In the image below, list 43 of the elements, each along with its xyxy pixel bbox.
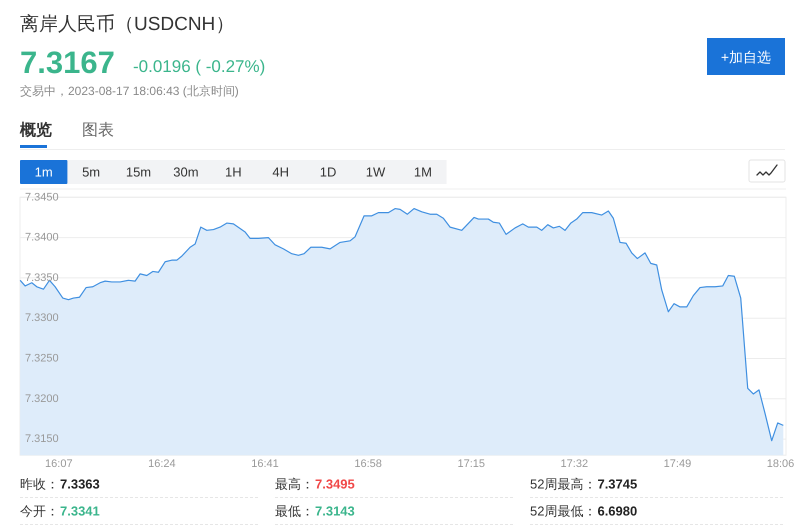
text: 4H: [272, 164, 290, 180]
text: 7.3363: [60, 476, 100, 492]
x-tick-label: 16:07: [45, 458, 73, 470]
text: +加自选: [720, 49, 772, 65]
text: 昨收：: [20, 476, 59, 492]
text: 1M: [414, 164, 432, 180]
x-tick-label: 17:15: [457, 458, 485, 470]
x-tick-label: 17:49: [664, 458, 692, 470]
chart-title: 离岸人民币（USDCNH）: [20, 13, 234, 35]
y-tick-label: 7.3200: [25, 392, 59, 405]
text: 今开：: [20, 504, 59, 518]
y-tick-label: 7.3150: [25, 433, 59, 446]
text: 15m: [126, 164, 152, 180]
text: 52周最高：: [530, 476, 596, 492]
y-tick-label: 7.3400: [25, 232, 59, 244]
text: 7.3341: [60, 504, 100, 518]
text: 7.3143: [315, 504, 355, 518]
text: 7.3495: [315, 476, 355, 492]
text: 7.3745: [597, 476, 638, 492]
text: -0.0196 ( -0.27%): [133, 57, 266, 76]
text: 1H: [224, 164, 242, 180]
x-tick-label: 16:24: [148, 458, 176, 470]
text: 30m: [173, 164, 199, 180]
x-tick-label: 16:41: [251, 458, 279, 470]
y-tick-label: 7.3450: [25, 191, 59, 204]
text: 52周最低：: [530, 504, 596, 518]
x-tick-label: 18:06: [766, 458, 794, 470]
x-tick-label: 17:32: [560, 458, 588, 470]
text: 图表: [82, 121, 114, 139]
text: 7.3167: [20, 45, 115, 80]
text: 6.6980: [597, 504, 638, 518]
text: 交易中，2023-08-17 18:06:43 (北京时间): [20, 84, 239, 98]
x-tick-label: 16:58: [354, 458, 382, 470]
text: 概览: [19, 121, 52, 139]
text: 1m: [34, 164, 53, 180]
text: 1D: [320, 164, 336, 180]
text: 5m: [82, 164, 100, 180]
text: 1W: [366, 164, 386, 180]
text: 最高：: [275, 476, 314, 492]
y-tick-label: 7.3350: [25, 272, 59, 284]
y-tick-label: 7.3250: [25, 352, 59, 364]
y-tick-label: 7.3300: [25, 312, 59, 324]
text: 最低：: [275, 504, 314, 518]
